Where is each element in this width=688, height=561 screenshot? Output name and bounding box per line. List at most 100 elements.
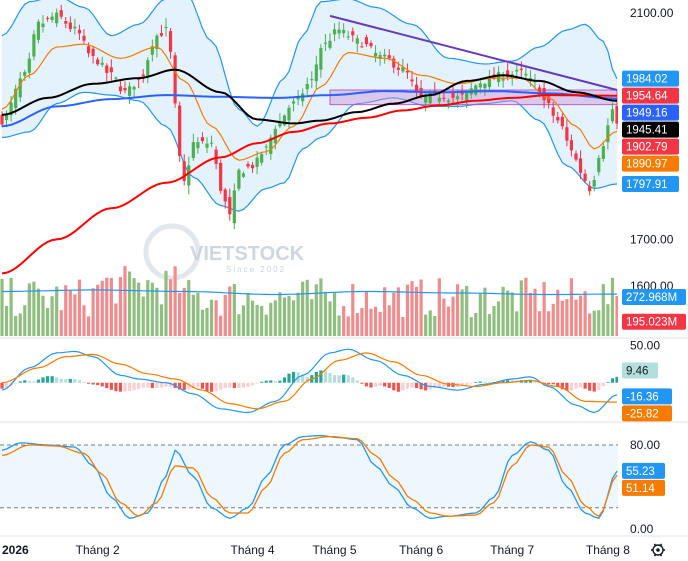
macd-histogram-bar	[55, 377, 59, 383]
candle-body	[387, 55, 391, 59]
volume-bar	[551, 303, 555, 336]
candle-body	[528, 77, 533, 80]
volume-bar	[437, 278, 441, 336]
volume-bar	[428, 310, 432, 336]
macd-histogram-bar	[209, 382, 214, 392]
volume-bar	[27, 283, 31, 336]
macd-histogram-bar	[191, 382, 195, 389]
volume-bar	[219, 315, 223, 336]
volume-bar	[77, 279, 82, 336]
value-tag-bg	[622, 87, 679, 104]
macd-histogram-bar	[465, 382, 469, 385]
volume-bar	[4, 305, 9, 336]
volume-bar	[278, 292, 282, 336]
volume-bar	[105, 277, 109, 336]
volume-bar	[228, 286, 232, 336]
volume-bar	[392, 292, 396, 336]
macd-histogram-bar	[159, 382, 164, 388]
macd-histogram-bar	[41, 377, 45, 383]
candle-body	[405, 70, 410, 73]
volume-bar	[405, 284, 410, 336]
volume-bar	[451, 296, 455, 336]
macd-histogram-bar	[223, 382, 227, 388]
volume-bar	[506, 290, 510, 336]
candle-body	[205, 143, 209, 148]
macd-histogram-bar	[387, 382, 391, 389]
macd-histogram-bar	[255, 382, 259, 384]
candle-body	[114, 77, 118, 79]
bollinger-band-fill	[2, 0, 617, 212]
value-tag-label: 1945.41	[626, 125, 668, 137]
macd-histogram-bar	[214, 382, 218, 392]
volume-bar	[542, 282, 546, 336]
candle-body	[392, 58, 396, 68]
macd-histogram-bar	[606, 381, 610, 383]
candle-body	[132, 86, 136, 90]
candle-body	[264, 146, 268, 148]
macd-histogram-bar	[0, 382, 4, 389]
volume-bar	[351, 284, 355, 336]
watermark-brand: VIETSTOCK	[190, 243, 305, 265]
volume-bar	[574, 299, 578, 336]
volume-bar	[109, 278, 113, 336]
candle-body	[465, 91, 469, 102]
macd-histogram-bar	[574, 382, 578, 389]
macd-histogram-bar	[77, 380, 82, 383]
stoch-axis-tick: 80.00	[630, 438, 660, 452]
macd-histogram-bar	[597, 382, 601, 390]
macd-histogram-bar	[351, 377, 355, 383]
macd-histogram-bar	[137, 382, 141, 389]
macd-histogram-bar	[132, 382, 136, 391]
gear-icon-tooth	[659, 553, 663, 557]
macd-histogram-bar	[123, 382, 127, 392]
volume-bar	[73, 294, 77, 336]
candle-body	[305, 83, 309, 90]
macd-histogram-bar	[237, 382, 241, 389]
volume-bar	[32, 281, 36, 336]
volume-bar	[168, 279, 173, 336]
volume-bar	[314, 284, 318, 336]
candle-body	[424, 95, 428, 103]
macd-histogram-bar	[342, 374, 346, 383]
candle-body	[196, 142, 200, 149]
macd-histogram-bar	[96, 382, 100, 386]
value-tag-label: 9.46	[626, 366, 648, 378]
candle-body	[214, 149, 218, 164]
candle-body	[319, 48, 323, 70]
volume-bar	[241, 305, 246, 336]
macd-histogram-bar	[533, 380, 537, 383]
candle-body	[168, 31, 173, 52]
volume-bar	[45, 308, 50, 336]
volume-bar	[96, 284, 100, 336]
macd-histogram-bar	[510, 380, 514, 383]
x-axis-label: Tháng 2	[76, 543, 120, 557]
stoch-band-fill	[0, 444, 618, 508]
volume-bar	[442, 298, 446, 336]
macd-histogram-bar	[610, 378, 615, 383]
value-tag-bg	[622, 362, 658, 379]
candle-body	[496, 72, 501, 83]
value-tag-label: 1890.97	[626, 159, 668, 171]
macd-histogram-bar	[405, 382, 410, 389]
candle-body	[455, 96, 460, 100]
candle-body	[150, 46, 154, 55]
stoch-value-tags: 55.23 51.14	[622, 462, 665, 496]
macd-histogram-bar	[378, 382, 382, 386]
volume-bar	[9, 277, 13, 336]
volume-bar	[82, 305, 86, 336]
value-tag-label: 1954.64	[626, 91, 668, 103]
settings-gear-icon[interactable]	[651, 543, 665, 557]
volume-bar	[519, 280, 523, 336]
volume-bar	[469, 317, 473, 336]
candle-body	[68, 22, 72, 30]
x-axis-label: Tháng 4	[231, 543, 275, 557]
volume-bar	[401, 316, 405, 336]
macd-histogram-bar	[424, 382, 428, 391]
volume-bar	[332, 292, 337, 336]
ema-orange-line	[1, 43, 618, 161]
candle-body	[474, 85, 478, 95]
gear-icon-tooth	[653, 543, 657, 547]
volume-bar	[478, 292, 482, 336]
volume-bar	[18, 313, 22, 336]
volume-bar	[364, 290, 369, 336]
